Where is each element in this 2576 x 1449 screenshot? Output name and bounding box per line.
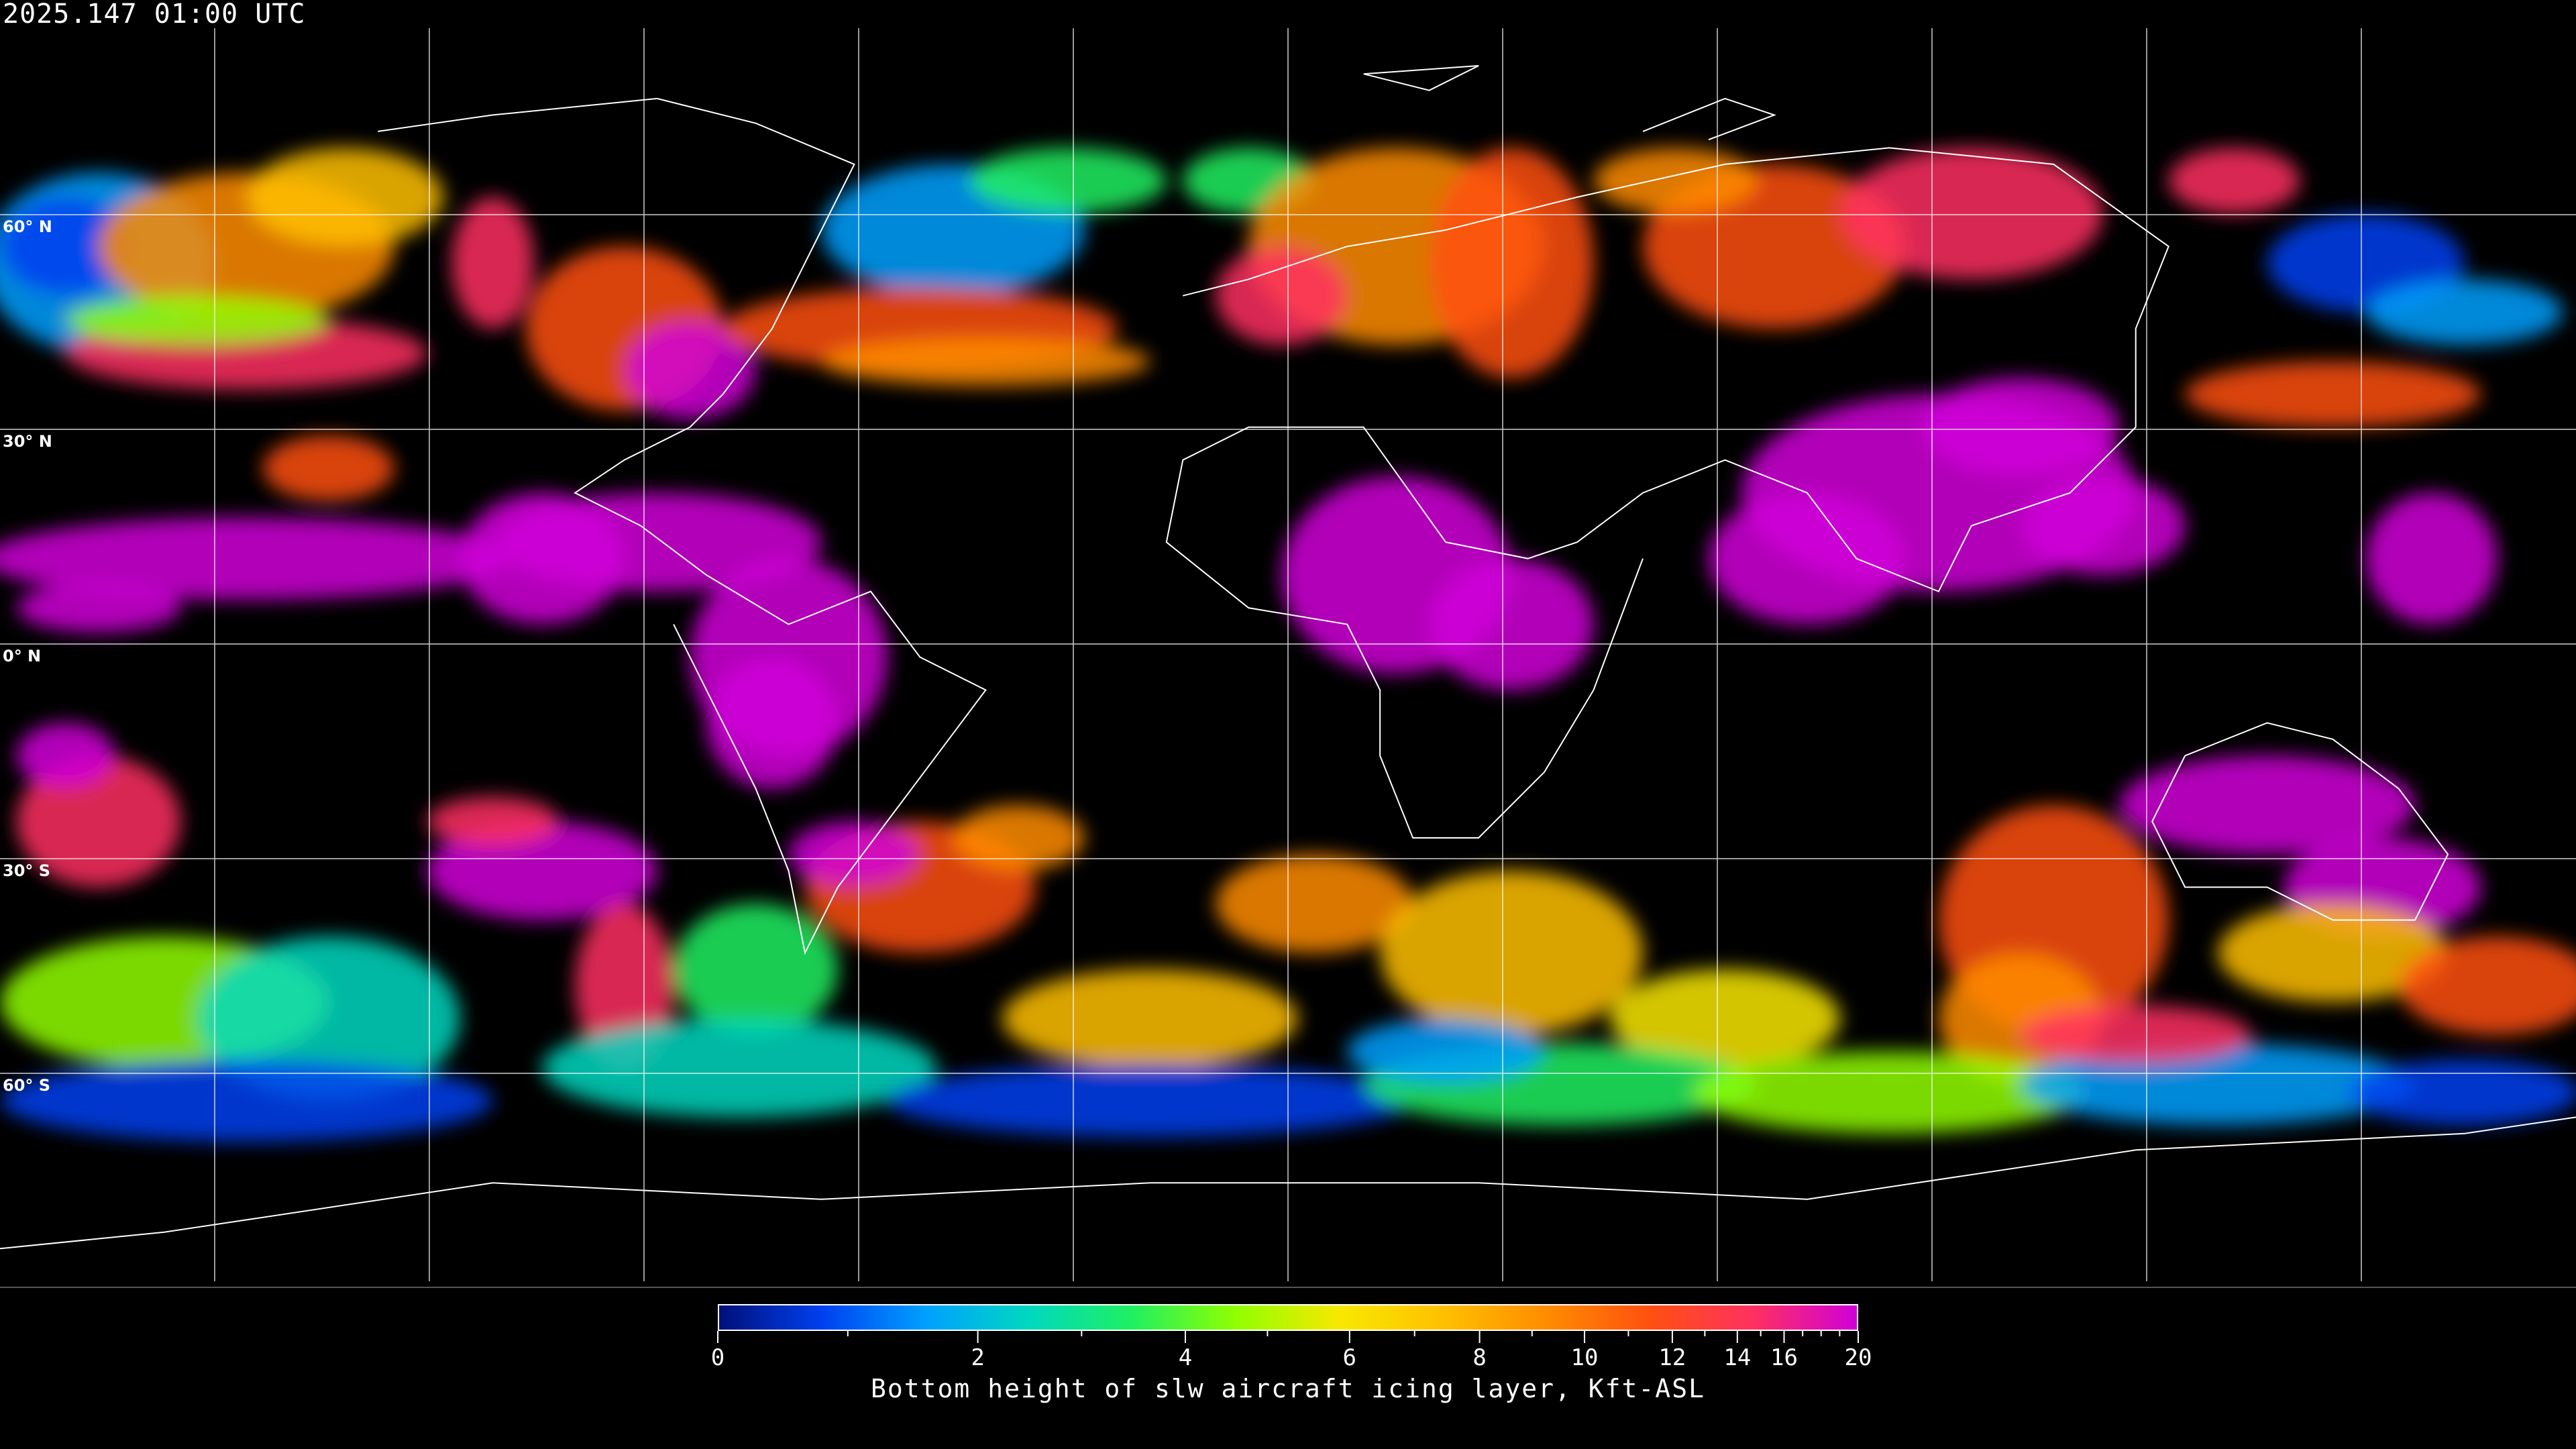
coastline [378,97,987,955]
colorbar [718,1304,1858,1331]
icing-cloud-region [969,148,1167,214]
icing-cloud-region [2398,936,2576,1035]
icing-cloud-region [262,435,394,501]
icing-cloud-region [1002,969,1298,1068]
icing-cloud-region [1593,148,1758,214]
colorbar-tick-label: 10 [1570,1344,1599,1371]
timestamp: 2025.147 01:00 UTC [3,0,306,30]
icing-cloud-region [821,337,1150,386]
lat-label-0n: 0° N [3,647,42,665]
icing-cloud-region [953,805,1085,871]
coastline [1363,64,1479,91]
icing-cloud-region [1922,378,2120,477]
colorbar-tick-label: 6 [1342,1344,1357,1371]
icing-cloud-region [1347,1018,1545,1085]
icing-cloud-region [16,583,181,633]
graticule [0,28,2576,1281]
lat-label-60n: 60° N [3,217,52,236]
icing-cloud-region [0,197,131,296]
colorbar-title: Bottom height of slw aircraft icing laye… [871,1374,1705,1403]
icing-cloud-region [197,936,460,1101]
colorbar-tick-label: 4 [1178,1344,1193,1371]
icing-cloud-region [0,517,510,600]
colorbar-tick-label: 20 [1844,1344,1872,1371]
icing-cloud-region [788,821,920,888]
coastline [0,1116,2576,1250]
icing-cloud-region [1380,870,1644,1035]
lat-label-30s: 30° S [3,861,51,880]
icing-cloud-region [2168,148,2300,214]
icing-cloud-region [1216,246,1348,345]
icing-cloud-layer [0,148,2576,1142]
colorbar-tick-label: 8 [1472,1344,1487,1371]
lat-label-30n: 30° N [3,432,52,451]
coastline [1642,97,1776,141]
icing-cloud-region [1429,148,1594,378]
icing-cloud-region [2365,492,2498,625]
icing-cloud-region [542,1018,936,1118]
icing-cloud-region [246,148,444,247]
icing-cloud-region [0,1059,493,1142]
colorbar-tick-label: 0 [710,1344,725,1371]
icing-cloud-region [460,492,625,625]
icing-cloud-region [2185,361,2481,427]
icing-cloud-region [2218,903,2449,1002]
lat-label-60s: 60° S [3,1076,51,1095]
colorbar-ticks [717,1331,1859,1343]
icing-cloud-region [1839,148,2103,280]
map-divider [0,1287,2576,1288]
icing-cloud-region [16,722,115,789]
icing-map [0,28,2576,1281]
icing-cloud-region [2365,279,2563,345]
icing-cloud-region [1216,854,1413,953]
icing-cloud-region [1429,558,1594,690]
icing-cloud-region [706,657,838,789]
icing-cloud-region [2119,755,2416,855]
colorbar-tick-label: 16 [1770,1344,1798,1371]
coastline [1165,147,2169,839]
icing-cloud-region [1692,1051,2087,1134]
icing-cloud-region [2021,476,2186,576]
icing-cloud-region [65,295,329,345]
colorbar-tick-label: 12 [1658,1344,1686,1371]
coastlines [0,64,2576,1250]
icing-cloud-region [674,903,838,1035]
icing-cloud-region [2021,1005,2251,1065]
colorbar-tick-label: 14 [1723,1344,1752,1371]
icing-cloud-region [1708,492,1906,625]
icing-cloud-region [16,755,181,888]
icing-cloud-region [427,821,657,920]
colorbar-tick-label: 2 [971,1344,985,1371]
coastline [2151,722,2449,921]
icing-cloud-region [1610,969,1840,1068]
icing-cloud-region [451,197,534,329]
icing-cloud-region [2349,1059,2576,1126]
icing-cloud-region [427,796,559,847]
icing-cloud-region [887,1064,1413,1137]
